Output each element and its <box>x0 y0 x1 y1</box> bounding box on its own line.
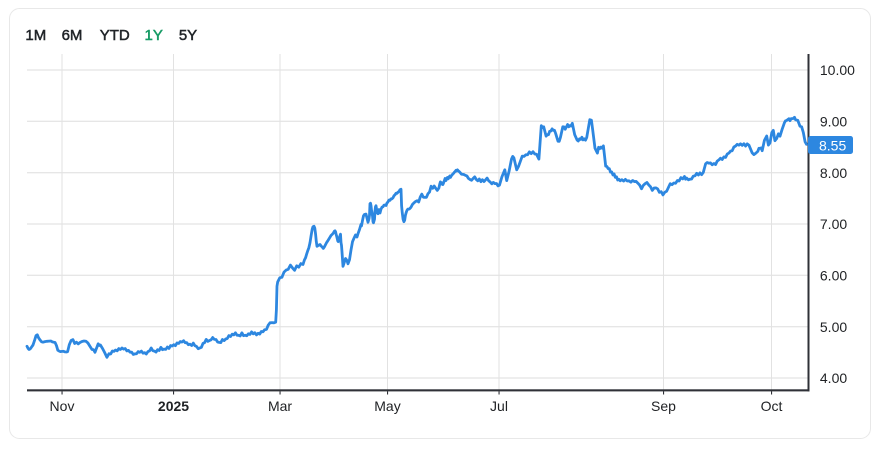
svg-text:Jul: Jul <box>490 398 508 414</box>
svg-text:2025: 2025 <box>158 398 189 414</box>
svg-text:7.00: 7.00 <box>820 216 847 232</box>
svg-text:8.00: 8.00 <box>820 165 847 181</box>
svg-text:9.00: 9.00 <box>820 113 847 129</box>
svg-text:1Y: 1Y <box>145 27 163 44</box>
svg-text:5Y: 5Y <box>179 27 197 44</box>
svg-text:Sep: Sep <box>651 398 676 414</box>
svg-text:8.55: 8.55 <box>819 138 846 154</box>
svg-text:6M: 6M <box>62 27 83 44</box>
svg-text:Mar: Mar <box>268 398 292 414</box>
svg-text:1M: 1M <box>25 27 46 44</box>
svg-text:6.00: 6.00 <box>820 267 847 283</box>
svg-text:Nov: Nov <box>50 398 75 414</box>
svg-text:May: May <box>374 398 400 414</box>
svg-text:Oct: Oct <box>761 398 783 414</box>
svg-text:YTD: YTD <box>100 27 130 44</box>
svg-text:4.00: 4.00 <box>820 370 847 386</box>
svg-text:10.00: 10.00 <box>820 62 855 78</box>
svg-text:5.00: 5.00 <box>820 319 847 335</box>
